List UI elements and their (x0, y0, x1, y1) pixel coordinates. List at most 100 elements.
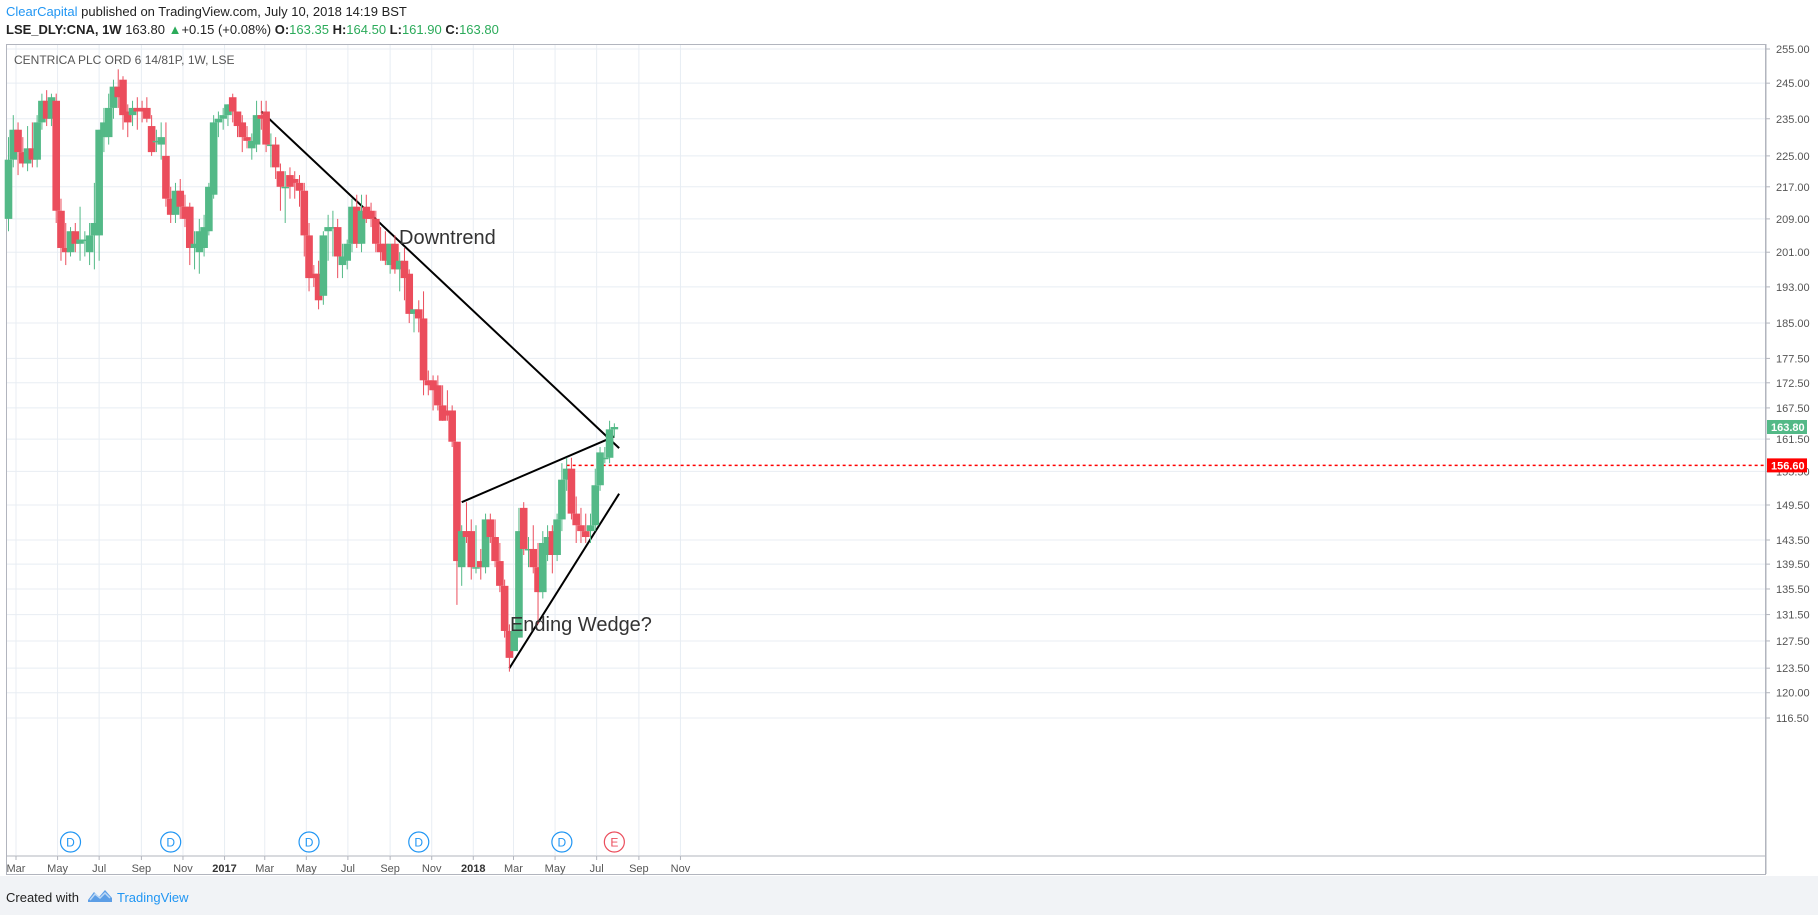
level-price-label: 156.60 (1771, 460, 1805, 472)
price-tick-label: 131.50 (1776, 610, 1810, 622)
candle (601, 447, 609, 464)
candle-body (548, 531, 557, 555)
candle-body (572, 513, 580, 526)
candle (515, 507, 523, 638)
candle (553, 513, 561, 562)
dividend-marker-icon[interactable]: D (160, 831, 182, 853)
candle (538, 531, 547, 599)
candle-body (243, 137, 251, 141)
candle-body (443, 410, 452, 416)
symbol-info: LSE_DLY:CNA, 1W 163.80 ▲+0.15 (+0.08%) O… (6, 22, 499, 37)
close-label: C: (445, 22, 460, 37)
candle-body (434, 385, 442, 406)
price-tick-label: 116.50 (1776, 713, 1809, 725)
candle-body (596, 452, 604, 486)
candle (448, 405, 456, 448)
candle-body (138, 107, 146, 112)
candle (104, 93, 113, 145)
candle (424, 370, 433, 396)
low-value: 161.90 (401, 22, 442, 37)
candle (510, 624, 518, 652)
candle-body (267, 144, 275, 147)
dividend-marker-icon[interactable]: D (298, 831, 320, 853)
time-tick-label: Mar (255, 863, 274, 875)
publisher-link[interactable]: ClearCapital (6, 4, 78, 19)
candle (176, 178, 185, 219)
candle (28, 122, 37, 168)
annotations: Downtrend Ending Wedge? (399, 227, 652, 636)
time-tick-label: May (47, 863, 68, 875)
candle-body (381, 243, 390, 261)
price-tick-label: 245.00 (1776, 78, 1810, 90)
candle (400, 247, 409, 301)
price-chart[interactable]: Downtrend Ending Wedge? 255.00 245.00 235.0… (0, 42, 1818, 876)
candle (195, 218, 204, 274)
candle (562, 457, 571, 491)
symbol-label[interactable]: LSE_DLY:CNA, 1W (6, 22, 122, 37)
candle (23, 126, 32, 172)
tradingview-link[interactable]: TradingView (117, 890, 189, 905)
candle (558, 463, 566, 532)
price-change: +0.15 (+0.08%) (181, 22, 272, 37)
candle-body (410, 309, 418, 314)
candle (76, 206, 84, 261)
price-tick-label: 235.00 (1776, 114, 1810, 126)
candle (286, 167, 294, 199)
candle-body (152, 140, 161, 143)
marker-circle (551, 831, 573, 853)
candle (71, 222, 80, 253)
candle (243, 126, 251, 149)
candle-body (324, 227, 332, 232)
candle-body (367, 210, 375, 219)
candle-body (510, 630, 518, 652)
price-tick-label: 209.00 (1776, 214, 1810, 226)
tradingview-logo-icon (88, 890, 112, 902)
candle-body (185, 206, 194, 248)
candle (252, 100, 261, 153)
candle-body (171, 190, 180, 215)
candle-body (515, 531, 523, 638)
candle (548, 525, 557, 574)
candle-body (205, 186, 213, 232)
candle (443, 390, 452, 421)
candle-body (14, 129, 22, 153)
candle (376, 227, 385, 261)
candle (567, 457, 576, 520)
candle-body (534, 567, 542, 593)
price-tick-label: 120.00 (1776, 688, 1810, 700)
candle-body (90, 222, 99, 236)
candle-body (343, 243, 352, 261)
trendline-wedge-upper (461, 435, 615, 504)
candle (300, 182, 309, 257)
candle (348, 198, 356, 253)
earnings-marker-icon[interactable]: E (603, 831, 625, 853)
price-tick-label: 123.50 (1776, 663, 1810, 675)
candle (66, 227, 75, 257)
candle-body (486, 519, 495, 538)
trendline-wedge-lower (508, 493, 620, 669)
candle (276, 163, 285, 211)
dividend-marker-icon[interactable]: D (59, 831, 82, 853)
candle-body (247, 140, 256, 149)
candle (577, 507, 585, 543)
candle-body (357, 210, 366, 244)
dividend-marker-icon[interactable]: D (551, 831, 573, 853)
candle-body (496, 561, 504, 586)
price-axis[interactable]: 255.00 245.00 235.00 225.00 217.00 209.00 201.… (1766, 44, 1810, 725)
candle (52, 93, 61, 223)
candle-body (310, 273, 318, 279)
price-tick-label: 143.50 (1776, 535, 1810, 547)
candle-body (543, 537, 552, 555)
candle (496, 542, 504, 593)
candle (290, 171, 299, 199)
candle-body (567, 468, 576, 514)
candle (47, 93, 56, 127)
candle-body (295, 182, 304, 191)
candle (529, 525, 538, 574)
candle (419, 291, 428, 396)
candle (228, 93, 237, 123)
candle-body (529, 548, 538, 568)
time-axis[interactable]: Mar May Jul Sep Nov 2017 Mar May Jul Sep Nov 2018 Ma… (7, 856, 691, 875)
dividend-marker-icon[interactable]: D (408, 831, 430, 853)
candle (233, 111, 242, 138)
